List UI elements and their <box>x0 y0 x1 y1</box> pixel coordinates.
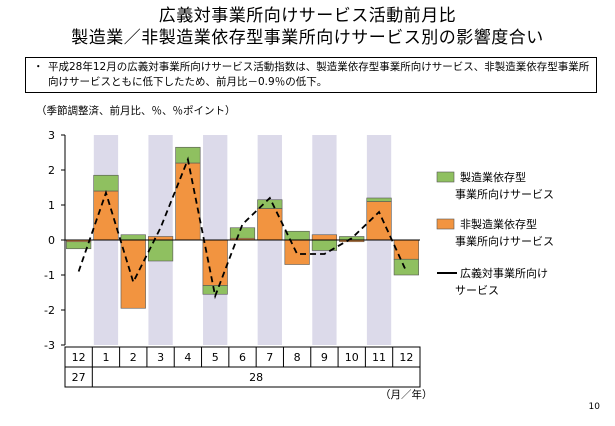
x-tick-label: 11 <box>372 351 386 364</box>
bar-non-manufacturing-7 <box>257 208 283 241</box>
bar-manufacturing-3 <box>147 239 174 262</box>
x-tick-label: 12 <box>72 351 86 364</box>
x-unit-label: （月／年） <box>380 388 433 401</box>
note-text: 平成28年12月の広義対事業所向けサービス活動指数は、製造業依存型事業所向けサー… <box>48 61 590 88</box>
year-label: 27 <box>72 371 86 384</box>
bar-manufacturing-8 <box>284 230 310 241</box>
bar-non-manufacturing-12 <box>393 239 419 260</box>
legend-swatch-1 <box>436 218 455 230</box>
bar-manufacturing-2 <box>120 234 146 241</box>
bar-manufacturing-12 <box>393 258 419 276</box>
x-tick-label: 3 <box>157 351 164 364</box>
bar-non-manufacturing-9 <box>311 234 338 241</box>
x-tick-label: 5 <box>212 351 219 364</box>
bar-manufacturing-6 <box>229 227 256 239</box>
legend-label-2: 広義対事業所向けサービス <box>455 266 548 297</box>
y-tick-label: -3 <box>44 339 55 352</box>
x-tick-label: 12 <box>399 351 413 364</box>
y-tick-label: 3 <box>48 129 55 142</box>
x-tick-label: 2 <box>130 351 137 364</box>
chart-title-line2: 製造業／非製造業依存型事業所向けサービス別の影響度合い <box>71 28 544 48</box>
bar-manufacturing-11 <box>366 197 392 202</box>
y-tick-label: -2 <box>44 304 55 317</box>
note-bullet: ・ <box>33 61 44 73</box>
x-tick-label: 10 <box>345 351 359 364</box>
page-number: 10 <box>588 402 600 412</box>
x-tick-label: 1 <box>102 351 109 364</box>
y-tick-label: -1 <box>44 269 55 282</box>
bar-non-manufacturing-5 <box>202 239 228 286</box>
bar-manufacturing-12 <box>66 241 92 250</box>
y-tick-label: 1 <box>48 199 55 212</box>
bar-manufacturing-5 <box>202 285 228 295</box>
x-tick-label: 6 <box>239 351 246 364</box>
y-tick-label: 0 <box>48 234 55 247</box>
bar-non-manufacturing-3 <box>147 236 174 241</box>
x-tick-label: 4 <box>184 351 191 364</box>
bar-manufacturing-7 <box>257 199 283 209</box>
summary-note: ・ 平成28年12月の広義対事業所向けサービス活動指数は、製造業依存型事業所向け… <box>25 57 597 93</box>
line-total-series <box>77 156 408 300</box>
units-label: （季節調整済、前月比、％、％ポイント） <box>36 105 236 117</box>
legend-swatch-0 <box>436 171 455 183</box>
year-label: 28 <box>249 371 263 384</box>
x-tick-label: 7 <box>266 351 273 364</box>
bar-manufacturing-1 <box>93 174 119 192</box>
x-tick-label: 9 <box>321 351 328 364</box>
chart-title-line1: 広義対事業所向けサービス活動前月比 <box>158 6 457 26</box>
bar-non-manufacturing-2 <box>120 239 146 309</box>
x-tick-label: 8 <box>294 351 301 364</box>
y-tick-label: 2 <box>48 164 55 177</box>
legend-label-0: 製造業依存型事業所向けサービス <box>455 170 554 201</box>
legend-label-1: 非製造業依存型事業所向けサービス <box>455 217 554 248</box>
bar-non-manufacturing-1 <box>93 190 119 241</box>
